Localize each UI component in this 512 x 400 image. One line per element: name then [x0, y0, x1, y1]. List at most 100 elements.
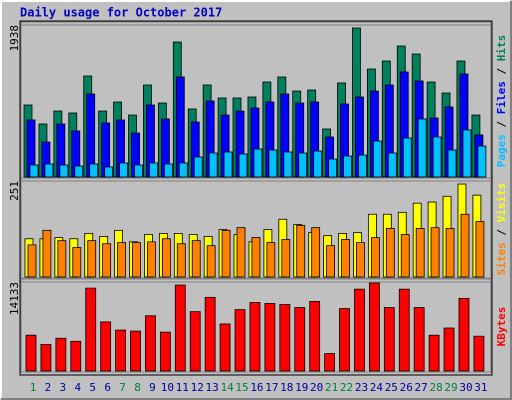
bar: [415, 228, 425, 278]
bar: [189, 311, 201, 372]
bar: [163, 163, 173, 178]
x-tick-label: 29: [444, 381, 457, 394]
bar: [279, 304, 291, 372]
x-tick-label: 17: [265, 381, 278, 394]
bar: [343, 155, 352, 178]
x-tick-label: 27: [415, 381, 428, 394]
x-tick-label: 5: [89, 381, 96, 394]
bar: [223, 151, 233, 178]
bar: [221, 229, 231, 278]
legend-separator: /: [495, 229, 508, 236]
bar: [130, 330, 141, 372]
bar: [294, 307, 306, 372]
bar: [27, 244, 37, 278]
x-tick-label: 4: [74, 381, 81, 394]
bar: [57, 240, 67, 278]
bar: [358, 154, 367, 178]
y-tick-label: 1938: [8, 25, 21, 52]
bar: [208, 152, 218, 178]
x-tick-label: 16: [250, 381, 263, 394]
x-tick-label: 25: [385, 381, 398, 394]
bar: [89, 163, 99, 178]
x-tick-label: 1: [30, 381, 37, 394]
legend: Sites / Visits: [495, 183, 508, 276]
legend-entry: Pages: [495, 134, 508, 167]
legend: KBytes: [495, 307, 508, 347]
bar: [42, 229, 52, 278]
bar: [251, 237, 261, 278]
bar: [115, 329, 126, 372]
bar: [29, 164, 39, 178]
x-tick-label: 6: [104, 381, 111, 394]
bar: [296, 224, 306, 278]
bar: [264, 303, 276, 372]
legend-separator: /: [495, 68, 508, 75]
bar: [398, 288, 410, 372]
bar: [473, 335, 485, 372]
chart-title: Daily usage for October 2017: [20, 6, 222, 20]
bar: [370, 237, 380, 278]
bar: [447, 149, 457, 178]
bar: [40, 344, 52, 372]
x-tick-label: 2: [45, 381, 52, 394]
bar: [87, 240, 97, 278]
bar: [117, 242, 126, 278]
bar: [102, 243, 112, 278]
legend: Pages / Files / Hits: [495, 35, 508, 168]
x-tick-label: 14: [220, 381, 234, 394]
bar: [74, 165, 84, 178]
bar: [356, 242, 365, 278]
plot-frame: [19, 20, 493, 376]
legend-entry: Hits: [495, 35, 508, 62]
bar: [44, 163, 54, 178]
bar: [281, 239, 291, 278]
bar: [147, 241, 156, 278]
bar: [132, 242, 141, 278]
bar: [372, 140, 382, 178]
bar: [100, 321, 112, 372]
y-tick-label: 14133: [8, 282, 21, 315]
bar: [283, 151, 293, 178]
bar: [313, 150, 323, 178]
bar: [119, 162, 128, 178]
bar: [462, 129, 472, 178]
x-tick-label: 22: [340, 381, 353, 394]
x-tick-label: 24: [370, 381, 384, 394]
bar: [432, 136, 442, 178]
bar: [324, 353, 336, 372]
bar: [266, 242, 276, 278]
bar: [70, 340, 82, 372]
bar: [339, 308, 350, 372]
bar: [176, 243, 186, 278]
x-tick-label: 28: [429, 381, 442, 394]
x-tick-label: 11: [176, 381, 189, 394]
bar: [145, 315, 156, 372]
bar: [383, 307, 395, 372]
bar: [193, 156, 203, 178]
bar: [443, 327, 455, 372]
bar: [354, 288, 365, 372]
y-tick-label: 251: [8, 181, 21, 201]
bar: [309, 301, 321, 372]
bar: [445, 228, 455, 278]
bar: [326, 245, 336, 278]
bar: [175, 76, 185, 178]
x-tick-label: 10: [161, 381, 174, 394]
bar: [238, 153, 248, 178]
bar: [249, 302, 261, 372]
x-tick-label: 21: [325, 381, 338, 394]
bar: [311, 227, 321, 278]
bar: [341, 239, 350, 278]
bar: [85, 287, 97, 372]
bar: [458, 297, 470, 372]
x-tick-label: 19: [295, 381, 308, 394]
bar: [206, 245, 216, 278]
bar: [159, 331, 171, 372]
bar: [236, 227, 246, 278]
bar: [25, 334, 37, 372]
bar: [428, 334, 440, 372]
bar: [178, 162, 188, 178]
bar: [219, 323, 231, 372]
